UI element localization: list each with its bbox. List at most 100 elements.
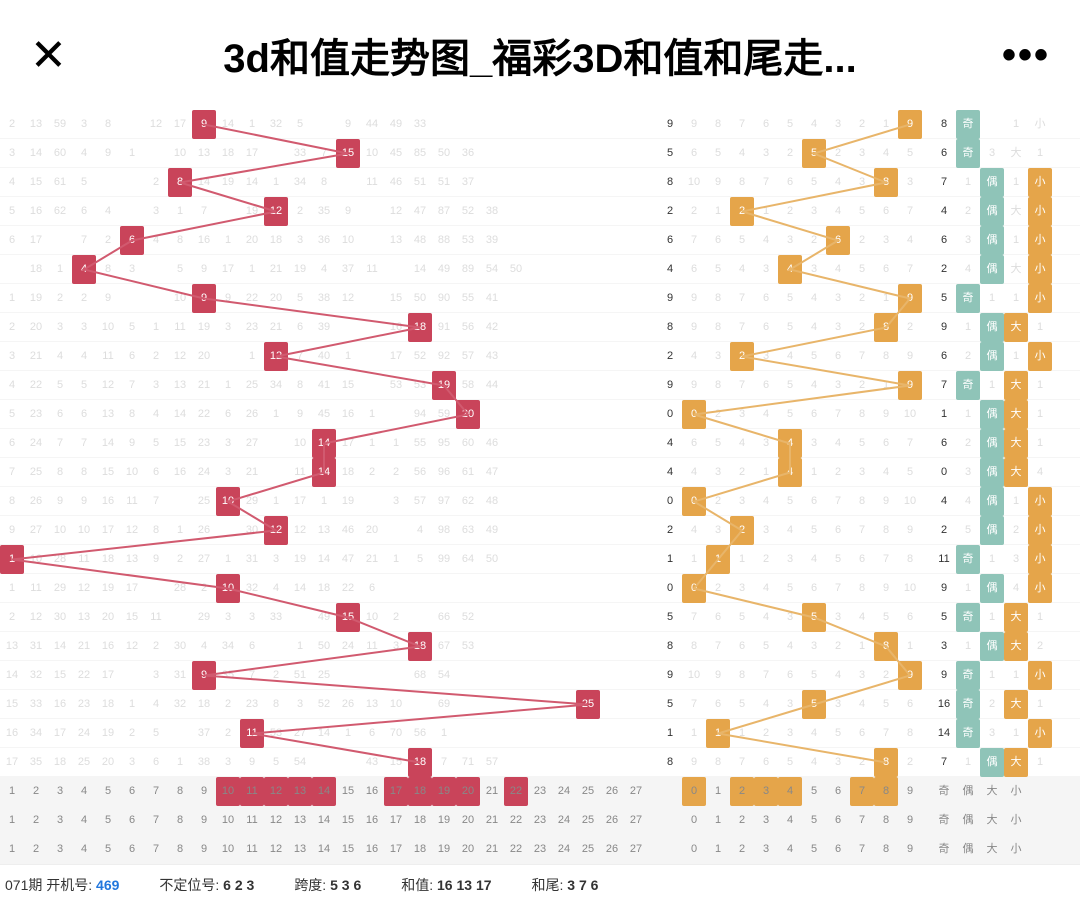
sum-cell: 22 — [192, 400, 216, 429]
sum-cell: 49 — [312, 603, 336, 632]
sum-cell: 9 — [240, 748, 264, 777]
sum-cell: 1 — [168, 516, 192, 545]
sum-cell: 44 — [480, 371, 504, 400]
pos-label: 不定位号: — [159, 877, 219, 893]
attr-cell: 偶 — [980, 255, 1004, 284]
tail-cell: 8 — [850, 487, 874, 516]
attr-cell: 4 — [932, 197, 956, 226]
span-val: 5 3 6 — [330, 877, 361, 893]
footer-sum-cell: 17 — [384, 777, 408, 806]
sum-cell: 1 — [0, 545, 24, 574]
sum-cell: 34 — [216, 632, 240, 661]
footer-sum-cell: 23 — [528, 806, 552, 835]
attr-cell: 1 — [1028, 371, 1052, 400]
tail-cell: 3 — [730, 400, 754, 429]
sum-cell: 48 — [480, 487, 504, 516]
sum-cell: 55 — [456, 284, 480, 313]
sum-cell: 9 — [72, 487, 96, 516]
tail-cell: 5 — [826, 545, 850, 574]
attr-cell: 小 — [1028, 110, 1052, 139]
attr-cell: 4 — [1004, 574, 1028, 603]
tail-cell: 6 — [874, 255, 898, 284]
tail-cell: 2 — [826, 458, 850, 487]
footer-tail-cell: 6 — [826, 835, 850, 864]
sum-cell: 19 — [96, 574, 120, 603]
sum-cell: 13 — [360, 690, 384, 719]
sum-cell: 12 — [384, 197, 408, 226]
attr-cell: 0 — [932, 458, 956, 487]
attr-cell: 3 — [956, 458, 980, 487]
data-row: 1533162318143218223835226131069255765435… — [0, 690, 1080, 719]
sum-cell: 91 — [432, 313, 456, 342]
more-icon[interactable]: ••• — [990, 33, 1050, 78]
sum-cell: 5 — [48, 371, 72, 400]
sum-cell: 12 — [336, 284, 360, 313]
tail-sum: 6 — [658, 226, 682, 255]
attr-cell: 1 — [1004, 226, 1028, 255]
tail-cell: 4 — [826, 168, 850, 197]
attr-cell: 1 — [1028, 429, 1052, 458]
sum-cell: 12 — [72, 574, 96, 603]
sum-cell: 1 — [312, 487, 336, 516]
sum-cell: 45 — [384, 139, 408, 168]
attr-cell: 3 — [980, 139, 1004, 168]
close-icon[interactable]: ✕ — [30, 30, 90, 81]
tail-cell: 5 — [778, 574, 802, 603]
sum-cell: 7 — [432, 748, 456, 777]
footer-tail-cell: 0 — [682, 835, 706, 864]
sum-cell: 1 — [240, 342, 264, 371]
sum-cell: 2 — [144, 168, 168, 197]
attr-cell: 小 — [1028, 545, 1052, 574]
tail-cell: 3 — [778, 719, 802, 748]
tail-cell: 2 — [730, 516, 754, 545]
sum-cell: 15 — [0, 690, 24, 719]
footer-tail-cell: 8 — [874, 806, 898, 835]
sum-cell: 6 — [360, 574, 384, 603]
sum-cell: 50 — [432, 139, 456, 168]
sum-cell: 52 — [312, 690, 336, 719]
sum-cell: 14 — [48, 632, 72, 661]
tail-cell: 3 — [898, 168, 922, 197]
tail-cell: 2 — [706, 574, 730, 603]
tail-sum: 4 — [658, 255, 682, 284]
sum-cell: 7 — [72, 226, 96, 255]
sum-cell: 60 — [456, 429, 480, 458]
sum-cell: 46 — [384, 168, 408, 197]
footer-tail-cell: 9 — [898, 777, 922, 806]
sum-cell: 33 — [408, 110, 432, 139]
sum-cell: 27 — [192, 545, 216, 574]
attr-cell: 5 — [932, 603, 956, 632]
sum-cell: 32 — [24, 661, 48, 690]
sum-cell: 70 — [384, 719, 408, 748]
sum-cell: 14 — [96, 429, 120, 458]
sum-cell: 49 — [480, 516, 504, 545]
sum-cell: 12 — [24, 603, 48, 632]
attr-cell: 小 — [1028, 255, 1052, 284]
footer-tail-cell: 7 — [850, 777, 874, 806]
tail-cell: 3 — [754, 342, 778, 371]
tail-cell: 4 — [754, 690, 778, 719]
sum-cell: 13 — [96, 400, 120, 429]
sum-cell: 90 — [432, 284, 456, 313]
sum-cell: 13 — [24, 110, 48, 139]
sum-cell: 41 — [480, 284, 504, 313]
sum-cell: 12 — [264, 197, 288, 226]
sum-cell: 8 — [96, 255, 120, 284]
tail-cell: 2 — [682, 197, 706, 226]
attr-cell: 2 — [1004, 516, 1028, 545]
sum-cell: 3 — [216, 313, 240, 342]
tail-cell: 2 — [850, 226, 874, 255]
sum-cell: 10 — [216, 487, 240, 516]
sum-cell: 5 — [408, 545, 432, 574]
attr-cell: 1 — [980, 371, 1004, 400]
sum-cell: 52 — [456, 197, 480, 226]
sum-cell: 16 — [24, 197, 48, 226]
sum-cell: 57 — [456, 342, 480, 371]
sum-cell: 12 — [120, 632, 144, 661]
sum-cell: 21 — [72, 632, 96, 661]
attr-cell: 1 — [1028, 603, 1052, 632]
tail-cell: 9 — [898, 110, 922, 139]
sum-cell: 6 — [288, 313, 312, 342]
tail-cell: 6 — [898, 603, 922, 632]
sum-cell: 3 — [216, 748, 240, 777]
